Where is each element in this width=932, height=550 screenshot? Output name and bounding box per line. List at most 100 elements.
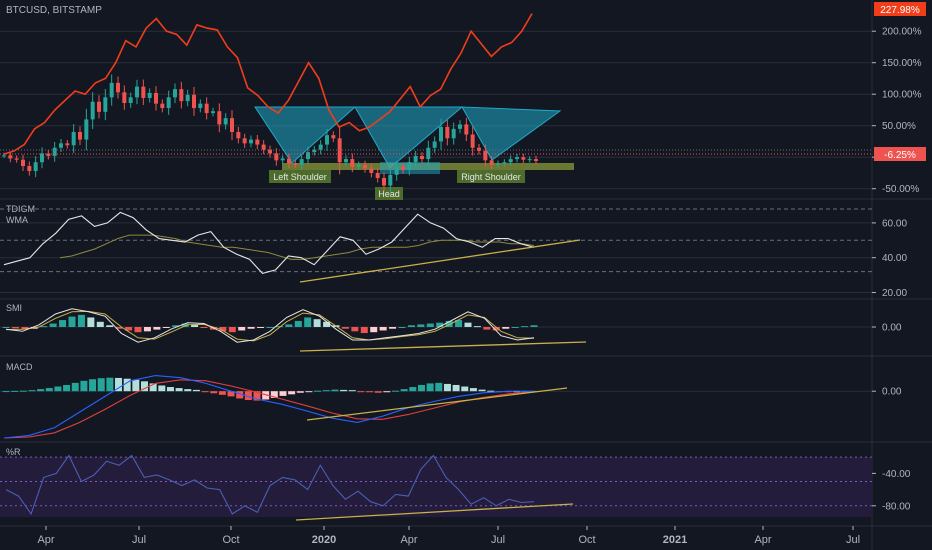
candle[interactable] xyxy=(426,147,431,160)
macd-histogram-bar[interactable] xyxy=(11,390,19,392)
candle[interactable] xyxy=(325,135,329,145)
smi-histogram-bar[interactable] xyxy=(21,327,29,330)
candle[interactable] xyxy=(223,118,228,125)
macd-histogram-bar[interactable] xyxy=(270,391,278,398)
candle[interactable] xyxy=(46,153,51,156)
tdigm-slow-line[interactable] xyxy=(59,234,535,260)
smi-histogram-bar[interactable] xyxy=(162,327,170,328)
macd-trendline[interactable] xyxy=(306,387,568,421)
smi-histogram-bar[interactable] xyxy=(143,327,151,332)
smi-histogram-bar[interactable] xyxy=(304,317,312,327)
macd-line[interactable] xyxy=(3,375,534,439)
smi-histogram-bar[interactable] xyxy=(407,325,415,327)
candle[interactable] xyxy=(534,159,538,161)
candle[interactable] xyxy=(388,174,393,186)
smi-histogram-bar[interactable] xyxy=(445,320,453,327)
macd-histogram-bar[interactable] xyxy=(478,389,486,392)
macd-histogram-bar[interactable] xyxy=(140,381,148,392)
macd-histogram-bar[interactable] xyxy=(487,390,495,392)
macd-histogram-bar[interactable] xyxy=(262,391,270,400)
macd-histogram-bar[interactable] xyxy=(279,391,287,396)
macd-signal-line[interactable] xyxy=(3,379,535,439)
candle[interactable] xyxy=(116,82,120,93)
candle[interactable] xyxy=(261,144,266,150)
smi-histogram-bar[interactable] xyxy=(181,323,189,327)
smi-signal-line[interactable] xyxy=(5,310,535,342)
macd-pane[interactable]: MACD xyxy=(2,362,568,439)
candle[interactable] xyxy=(122,92,127,104)
smi-histogram-bar[interactable] xyxy=(49,323,57,327)
smi-histogram-bar[interactable] xyxy=(228,327,236,333)
candle[interactable] xyxy=(420,155,424,160)
candle[interactable] xyxy=(413,155,418,163)
compare-symbol-line[interactable] xyxy=(3,13,533,155)
smi-histogram[interactable] xyxy=(2,314,538,334)
candle[interactable] xyxy=(489,160,494,165)
williams-r-trendline[interactable] xyxy=(295,503,574,521)
candle[interactable] xyxy=(198,103,203,109)
candle[interactable] xyxy=(147,92,152,98)
candle[interactable] xyxy=(451,128,456,139)
candle[interactable] xyxy=(477,147,481,151)
candle[interactable] xyxy=(103,97,108,112)
candle[interactable] xyxy=(236,132,241,139)
candle[interactable] xyxy=(211,111,215,114)
macd-histogram-bar[interactable] xyxy=(28,390,36,392)
price-pane[interactable]: BTCUSD, BITSTAMP Left Shoulder Head Righ… xyxy=(0,5,872,200)
macd-histogram-bar[interactable] xyxy=(201,391,209,393)
candle[interactable] xyxy=(255,139,260,145)
smi-histogram-bar[interactable] xyxy=(521,326,529,328)
macd-histogram-bar[interactable] xyxy=(175,388,183,392)
macd-histogram-bar[interactable] xyxy=(340,389,348,392)
candle[interactable] xyxy=(249,139,253,144)
candle[interactable] xyxy=(33,162,38,172)
smi-histogram-bar[interactable] xyxy=(115,327,123,329)
candle[interactable] xyxy=(515,157,519,160)
candle[interactable] xyxy=(432,141,437,148)
candle[interactable] xyxy=(483,150,488,161)
candle[interactable] xyxy=(90,101,95,120)
macd-histogram-bar[interactable] xyxy=(348,390,356,392)
candle[interactable] xyxy=(52,147,57,156)
macd-histogram-bar[interactable] xyxy=(158,385,166,392)
macd-histogram-bar[interactable] xyxy=(253,391,261,401)
macd-histogram-bar[interactable] xyxy=(409,387,417,392)
candle[interactable] xyxy=(179,89,184,102)
macd-histogram-bar[interactable] xyxy=(469,388,477,392)
candle[interactable] xyxy=(508,159,513,163)
macd-histogram-bar[interactable] xyxy=(115,377,123,392)
candle[interactable] xyxy=(382,177,386,186)
candle[interactable] xyxy=(464,124,469,135)
smi-histogram-bar[interactable] xyxy=(106,325,114,327)
smi-histogram-bar[interactable] xyxy=(417,324,425,327)
left-shoulder-shape[interactable] xyxy=(254,106,357,164)
smi-histogram-bar[interactable] xyxy=(313,319,321,327)
tdigm-main-line[interactable] xyxy=(3,211,535,275)
macd-histogram-bar[interactable] xyxy=(80,380,88,392)
macd-histogram-bar[interactable] xyxy=(37,389,45,392)
macd-histogram-bar[interactable] xyxy=(383,391,391,393)
macd-histogram-bar[interactable] xyxy=(443,383,451,392)
smi-histogram-bar[interactable] xyxy=(351,327,359,332)
macd-histogram-bar[interactable] xyxy=(244,391,252,401)
smi-histogram-bar[interactable] xyxy=(398,327,406,328)
macd-histogram-bar[interactable] xyxy=(331,389,339,392)
candle[interactable] xyxy=(109,82,114,98)
macd-histogram-bar[interactable] xyxy=(54,386,62,392)
smi-histogram-bar[interactable] xyxy=(492,327,500,331)
smi-histogram-bar[interactable] xyxy=(219,327,227,332)
williams-r-line[interactable] xyxy=(5,454,535,516)
candle[interactable] xyxy=(242,138,247,144)
smi-histogram-bar[interactable] xyxy=(370,327,378,333)
macd-histogram-bar[interactable] xyxy=(97,378,105,392)
candle[interactable] xyxy=(8,155,13,159)
candle[interactable] xyxy=(135,86,139,98)
candle[interactable] xyxy=(40,153,44,163)
smi-histogram-bar[interactable] xyxy=(360,327,368,334)
smi-histogram-bar[interactable] xyxy=(502,327,510,329)
smi-histogram-bar[interactable] xyxy=(426,323,434,327)
macd-histogram-bar[interactable] xyxy=(71,382,79,392)
macd-histogram-bar[interactable] xyxy=(2,391,10,393)
macd-histogram-bar[interactable] xyxy=(123,378,131,392)
candle[interactable] xyxy=(185,94,190,102)
